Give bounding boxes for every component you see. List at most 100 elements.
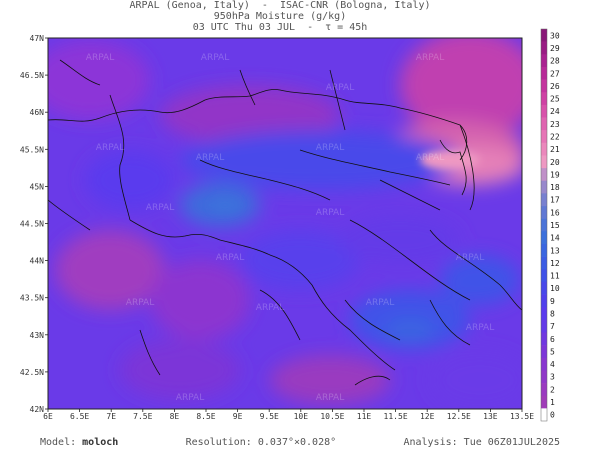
colorbar-label: 17 xyxy=(550,196,560,205)
watermark-text: ARPAL xyxy=(146,203,174,213)
colorbar-swatch xyxy=(541,168,547,182)
colorbar-swatch xyxy=(541,92,547,106)
watermark-layer: ARPAL ARPAL ARPAL ARPAL ARPAL ARPAL ARPAL ARPAL… xyxy=(86,53,494,403)
colorbar-label: 5 xyxy=(550,347,555,356)
colorbar-label: 9 xyxy=(550,297,555,306)
colorbar-label: 24 xyxy=(550,107,560,116)
lon-tick-label: 13.5E xyxy=(510,412,534,421)
lat-tick-label: 43.5N xyxy=(20,294,44,303)
colorbar-swatch xyxy=(541,54,547,68)
lon-tick-label: 11.5E xyxy=(384,412,408,421)
lon-tick-label: 9E xyxy=(233,412,243,421)
colorbar-label: 4 xyxy=(550,360,555,369)
watermark-text: ARPAL xyxy=(256,303,284,313)
lon-tick-label: 10E xyxy=(294,412,309,421)
colorbar-label: 6 xyxy=(550,335,555,344)
colorbar-swatch xyxy=(541,357,547,371)
colorbar-swatch xyxy=(541,281,547,295)
watermark-text: ARPAL xyxy=(126,298,154,308)
watermark-text: ARPAL xyxy=(316,393,344,403)
producer-title: ARPAL (Genoa, Italy) - ISAC-CNR (Bologna… xyxy=(129,0,431,11)
lon-tick-label: 12E xyxy=(420,412,435,421)
lon-tick-label: 8E xyxy=(170,412,180,421)
lat-tick-label: 46.5N xyxy=(20,71,44,80)
colorbar-label: 7 xyxy=(550,322,555,331)
colorbar-label: 3 xyxy=(550,373,555,382)
lon-tick-label: 12.5E xyxy=(447,412,471,421)
lat-tick-label: 43N xyxy=(30,331,45,340)
lon-tick-label: 7.5E xyxy=(133,412,152,421)
colorbar-swatch xyxy=(541,41,547,55)
colorbar-swatch xyxy=(541,319,547,333)
footer: Model: moloch Resolution: 0.037°×0.028° … xyxy=(40,437,560,448)
model-value: moloch xyxy=(82,437,119,448)
lat-tick-label: 44.5N xyxy=(20,220,44,229)
watermark-text: ARPAL xyxy=(316,143,344,153)
borders-layer xyxy=(48,59,522,386)
analysis-info: Analysis: Tue 06Z01JUL2025 xyxy=(403,437,560,448)
colorbar-label: 27 xyxy=(550,69,560,78)
colorbar-swatch xyxy=(541,117,547,131)
colorbar-swatch xyxy=(541,332,547,346)
colorbar-swatch xyxy=(541,256,547,270)
lat-tick-label: 42.5N xyxy=(20,368,44,377)
watermark-text: ARPAL xyxy=(316,208,344,218)
colorbar-swatch xyxy=(541,383,547,397)
colorbar-swatch xyxy=(541,307,547,321)
colorbar-swatch xyxy=(541,180,547,194)
watermark-text: ARPAL xyxy=(196,153,224,163)
watermark-text: ARPAL xyxy=(176,393,204,403)
colorbar-label: 18 xyxy=(550,183,560,192)
lat-tick-label: 45N xyxy=(30,182,45,191)
colorbar-swatch xyxy=(541,66,547,80)
colorbar-swatch xyxy=(541,231,547,245)
latitude-axis: 47N 46.5N 46N 45.5N 45N 44.5N 44N 43.5N 43N 42.5N… xyxy=(20,34,48,414)
watermark-text: ARPAL xyxy=(466,323,494,333)
lon-tick-label: 6.5E xyxy=(70,412,89,421)
chart-header: ARPAL (Genoa, Italy) - ISAC-CNR (Bologna… xyxy=(0,0,560,33)
model-label: Model: xyxy=(40,437,77,448)
lon-tick-label: 9.5E xyxy=(260,412,279,421)
watermark-text: ARPAL xyxy=(86,53,114,63)
colorbar-label: 16 xyxy=(550,208,560,217)
colorbar-swatch xyxy=(541,104,547,118)
colorbar-label: 19 xyxy=(550,170,560,179)
lat-tick-label: 44N xyxy=(30,257,45,266)
colorbar-swatch xyxy=(541,155,547,169)
colorbar-swatch xyxy=(541,408,547,422)
colorbar-swatch xyxy=(541,206,547,219)
watermark-text: ARPAL xyxy=(366,298,394,308)
lon-tick-label: 6E xyxy=(43,412,53,421)
watermark-text: ARPAL xyxy=(201,53,229,63)
colorbar-label: 25 xyxy=(550,95,560,104)
lon-tick-label: 7E xyxy=(106,412,116,421)
colorbar-label: 12 xyxy=(550,259,560,268)
colorbar-label: 13 xyxy=(550,246,560,255)
field-title: 950hPa Moisture (g/kg) xyxy=(213,11,347,22)
colorbar-swatch xyxy=(541,142,547,156)
colorbar-label: 0 xyxy=(550,411,555,420)
colorbar-label: 28 xyxy=(550,57,560,66)
colorbar-label: 23 xyxy=(550,120,560,129)
colorbar-label: 30 xyxy=(550,31,560,40)
colorbar-swatches xyxy=(540,28,548,422)
colorbar-swatch xyxy=(541,130,547,144)
colorbar-swatch xyxy=(541,345,547,359)
lon-tick-label: 13E xyxy=(483,412,498,421)
lat-tick-label: 46N xyxy=(30,108,45,117)
colorbar-swatch xyxy=(541,193,547,207)
colorbar-swatch xyxy=(541,269,547,283)
watermark-text: ARPAL xyxy=(456,253,484,263)
watermark-text: ARPAL xyxy=(416,153,444,163)
colorbar-swatch xyxy=(541,395,547,409)
lon-tick-label: 8.5E xyxy=(196,412,215,421)
model-info: Model: moloch xyxy=(40,437,118,448)
resolution-info: Resolution: 0.037°×0.028° xyxy=(186,437,337,448)
lat-tick-label: 47N xyxy=(30,34,45,43)
colorbar-label: 26 xyxy=(550,82,560,91)
colorbar-label: 22 xyxy=(550,132,560,141)
colorbar-label: 2 xyxy=(550,385,555,394)
watermark-text: ARPAL xyxy=(216,253,244,263)
